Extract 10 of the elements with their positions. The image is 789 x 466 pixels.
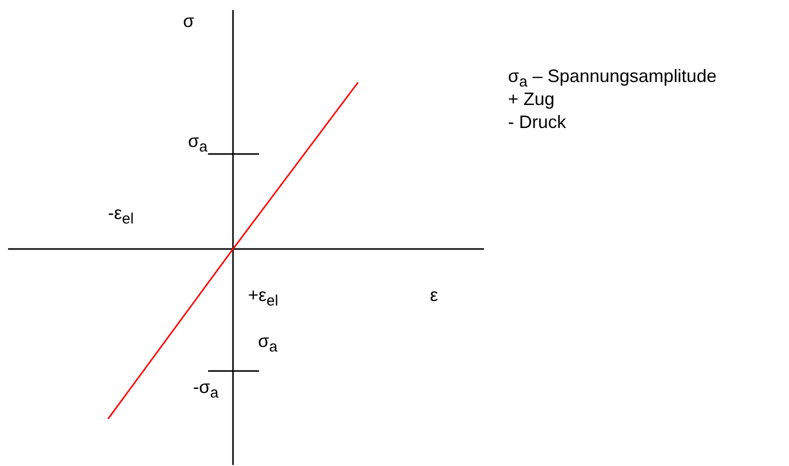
annotation: ε (430, 284, 438, 306)
text: σ$_{a}$ – Spannungsamplitude (508, 66, 717, 91)
text: - Druck (508, 111, 566, 133)
text: + Zug (508, 88, 555, 110)
annotation: -σ$_{a}$ (193, 376, 218, 404)
text: σ (183, 10, 194, 32)
annotation: -ε$_{el}$ (108, 202, 134, 230)
annotation: σ$_{a}$ (258, 330, 278, 358)
annotation: +ε$_{el}$ (248, 284, 278, 312)
annotation: σ$_{a}$ (188, 130, 208, 158)
